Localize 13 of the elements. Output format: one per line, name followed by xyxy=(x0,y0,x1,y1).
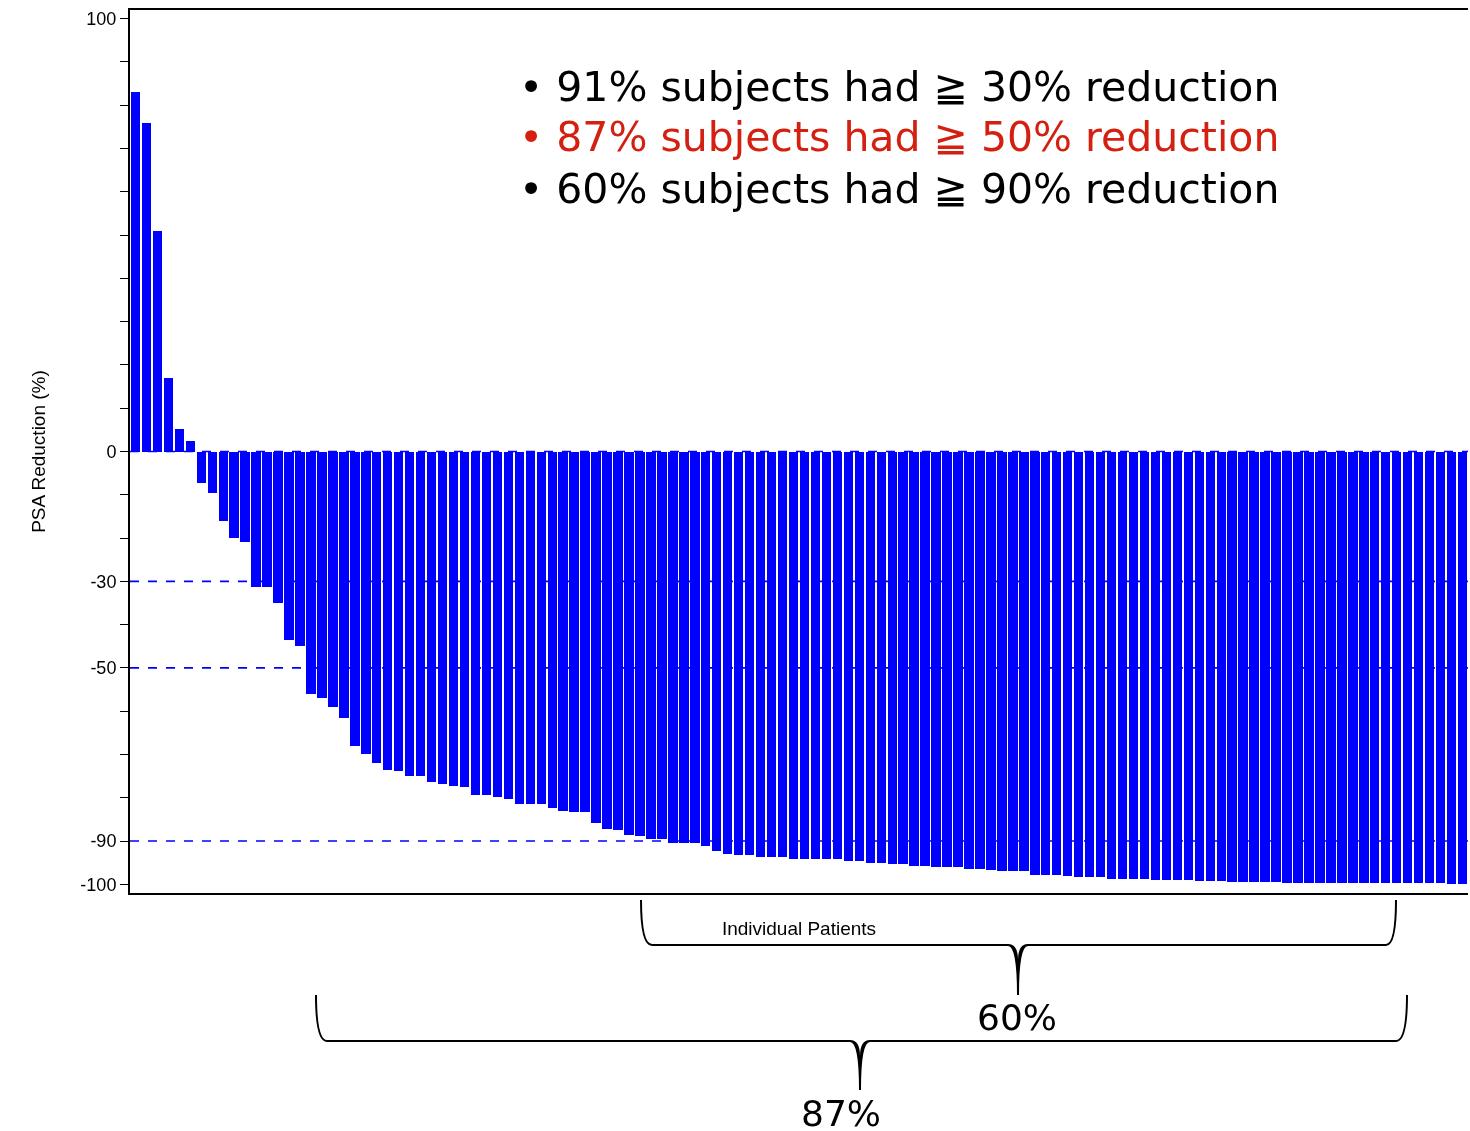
y-tick-label: -100 xyxy=(80,874,117,895)
annotation: • 91% subjects had ≧ 30% reduction xyxy=(519,63,1280,111)
text: 60% xyxy=(977,997,1058,1038)
y-axis-title: PSA Reduction (%) xyxy=(27,370,49,533)
annotation: • 87% subjects had ≧ 50% reduction xyxy=(519,113,1280,161)
y-tick-label: 100 xyxy=(86,8,117,29)
y-tick-label: 0 xyxy=(106,441,117,462)
y-tick-label: -50 xyxy=(90,658,117,679)
text: 87% xyxy=(801,1093,882,1131)
y-tick-label: -90 xyxy=(90,831,117,852)
x-axis-title: Individual Patients xyxy=(721,918,877,940)
annotation: • 60% subjects had ≧ 90% reduction xyxy=(519,165,1280,213)
y-tick-label: -30 xyxy=(90,571,117,592)
